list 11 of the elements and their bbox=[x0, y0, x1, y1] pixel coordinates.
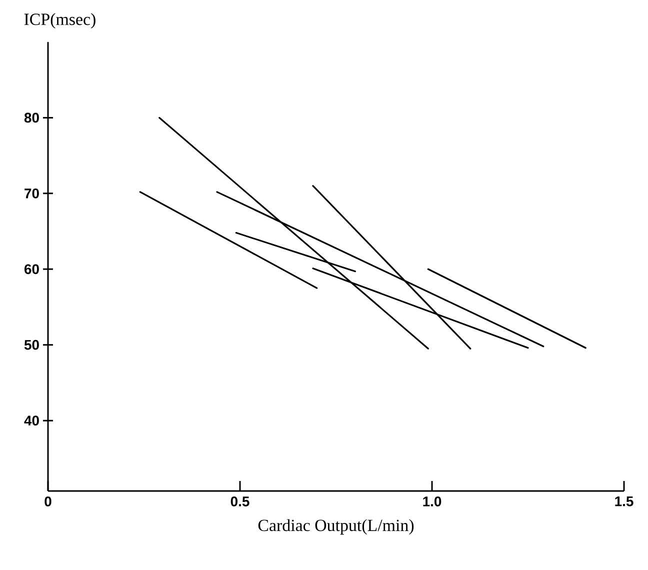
y-tick-label: 40 bbox=[24, 416, 39, 426]
y-tick-label: 80 bbox=[24, 112, 39, 123]
y-tick-label: 50 bbox=[24, 340, 39, 350]
x-tick-label: 0 bbox=[44, 496, 52, 506]
x-axis-title: Cardiac Output(L/min) bbox=[258, 519, 414, 535]
x-tick-label: 1.0 bbox=[423, 496, 442, 506]
x-tick-label: 1.5 bbox=[615, 496, 634, 506]
y-tick-label: 70 bbox=[24, 188, 39, 198]
y-axis-title: ICP(msec) bbox=[24, 13, 96, 29]
y-tick-label: 60 bbox=[24, 264, 39, 274]
x-tick-label: 0.5 bbox=[230, 496, 250, 506]
